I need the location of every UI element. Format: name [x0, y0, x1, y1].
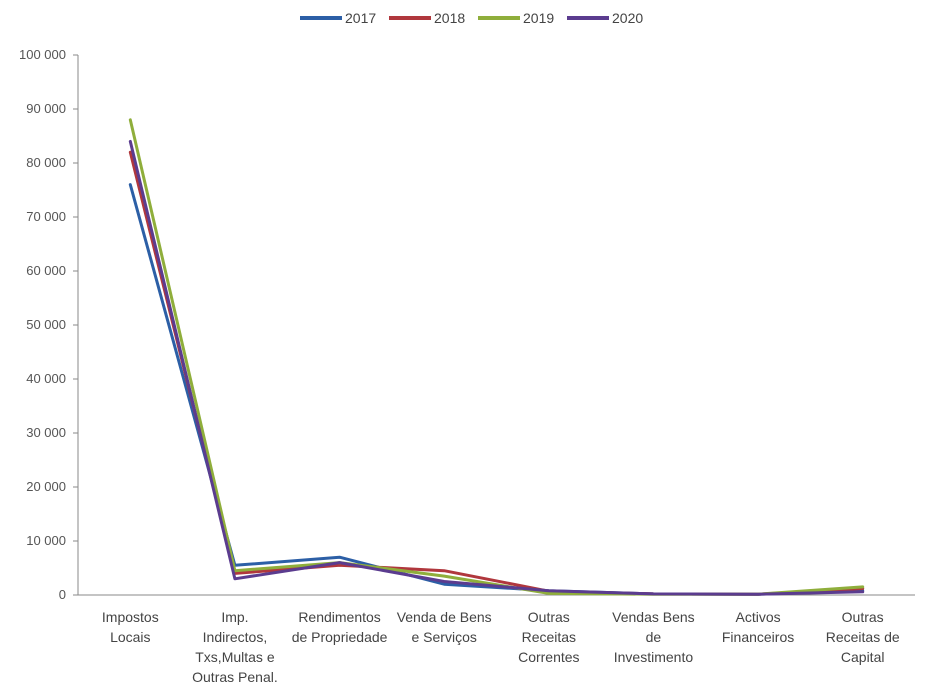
legend-label: 2017	[345, 10, 376, 26]
y-tick-label: 30 000	[26, 425, 66, 440]
series-lines	[128, 118, 865, 596]
x-tick-label: Outras Receitas Correntes	[518, 609, 579, 665]
y-tick-label: 60 000	[26, 263, 66, 278]
x-tick-label: Activos Financeiros	[722, 609, 794, 645]
legend-label: 2019	[523, 10, 554, 26]
y-tick-label: 80 000	[26, 155, 66, 170]
chart-legend: 2017 2018 2019 2020	[300, 10, 643, 26]
series-line-2019	[128, 118, 865, 596]
legend-label: 2020	[612, 10, 643, 26]
x-tick-label: Imp. Indirectos, Txs,Multas e Outras Penal.	[192, 609, 278, 685]
legend-item-2019: 2019	[478, 10, 554, 26]
y-tick-label: 10 000	[26, 533, 66, 548]
x-tick-label: Rendimentos de Propriedade	[292, 609, 388, 645]
y-tick-label: 100 000	[19, 47, 66, 62]
legend-item-2017: 2017	[300, 10, 376, 26]
series-line-2020	[128, 139, 865, 596]
x-tick-label: Venda de Bens e Serviços	[397, 609, 492, 645]
x-tick-label: Outras Receitas de Capital	[826, 609, 900, 665]
series-line-2017	[128, 183, 865, 596]
y-tick-label: 0	[59, 587, 66, 602]
y-tick-label: 20 000	[26, 479, 66, 494]
y-tick-label: 40 000	[26, 371, 66, 386]
x-axis: Impostos Locais Imp. Indirectos, Txs,Multas …	[78, 594, 915, 685]
y-tick-label: 50 000	[26, 317, 66, 332]
series-line-2018	[128, 150, 865, 596]
legend-label: 2018	[434, 10, 465, 26]
x-tick-label: Impostos Locais	[102, 609, 159, 645]
x-tick-label: Vendas Bens de Investimento	[612, 609, 695, 665]
y-axis: 100 000 90 000 80 000 70 000 60 000 50 000 40 …	[19, 47, 79, 602]
y-tick-label: 70 000	[26, 209, 66, 224]
legend-item-2018: 2018	[389, 10, 465, 26]
legend-item-2020: 2020	[567, 10, 643, 26]
y-tick-label: 90 000	[26, 101, 66, 116]
